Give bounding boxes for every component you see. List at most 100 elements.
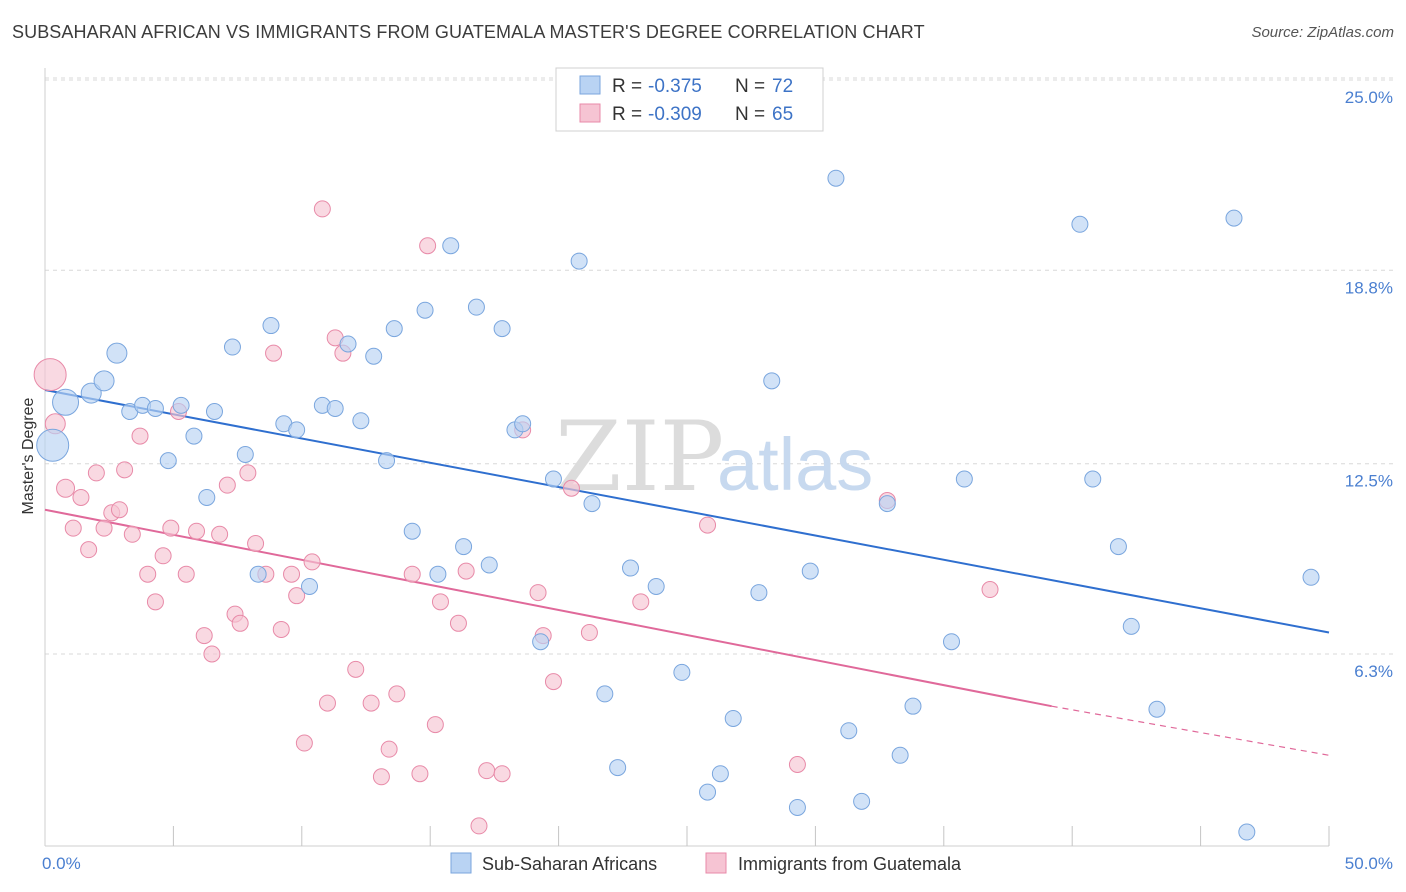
subsaharan-point-9 (172, 396, 190, 414)
subsaharan-point-52 (788, 798, 806, 816)
guatemala-point-47 (426, 716, 444, 734)
guatemala-point-46 (419, 237, 437, 255)
stats-swatch-blue (579, 75, 601, 95)
stats-r-label-1: R = (612, 76, 642, 97)
subsaharan-point-40 (570, 252, 588, 270)
subsaharan-point-53 (801, 562, 819, 580)
guatemala-point-19 (188, 522, 206, 540)
guatemala-point-51 (470, 817, 488, 835)
subsaharan-point-14 (236, 445, 254, 463)
subsaharan-point-12 (205, 403, 223, 421)
subsaharan-point-68 (1302, 568, 1320, 586)
guatemala-point-62 (788, 756, 806, 774)
guatemala-point-6 (87, 464, 105, 482)
subsaharan-point-67 (1225, 209, 1243, 227)
subsaharan-point-32 (467, 298, 485, 316)
guatemala-point-58 (562, 479, 580, 497)
guatemala-point-2 (56, 478, 76, 498)
guatemala-point-45 (411, 765, 429, 783)
subsaharan-point-60 (943, 633, 961, 651)
subsaharan-point-69 (1238, 823, 1256, 841)
legend-swatch-subsaharan[interactable] (450, 852, 472, 874)
subsaharan-point-8 (159, 452, 177, 470)
subsaharan-point-30 (442, 237, 460, 255)
y-tick-label-3: 25.0% (1345, 88, 1393, 107)
guatemala-point-20 (195, 627, 213, 645)
series-subsaharan-points (36, 108, 1320, 841)
subsaharan-point-0 (36, 428, 70, 462)
stats-n-value-2: 65 (772, 104, 793, 125)
legend-swatch-guatemala[interactable] (705, 852, 727, 874)
guatemala-point-52 (478, 762, 496, 780)
legend-label-subsaharan[interactable]: Sub-Saharan Africans (482, 854, 657, 874)
guatemala-point-29 (265, 344, 283, 362)
guatemala-point-36 (318, 694, 336, 712)
stats-r-label-2: R = (612, 104, 642, 125)
guatemala-point-21 (203, 645, 221, 663)
stats-box: R = -0.375 N = 72 R = -0.309 N = 65 (555, 67, 824, 132)
y-axis-label: Master's Degree (20, 397, 37, 514)
subsaharan-point-49 (724, 709, 742, 727)
subsaharan-point-22 (352, 412, 370, 430)
guatemala-point-16 (162, 519, 180, 537)
guatemala-point-61 (699, 516, 717, 534)
legend-label-guatemala[interactable]: Immigrants from Guatemala (738, 854, 962, 874)
guatemala-point-30 (272, 620, 290, 638)
guatemala-point-18 (177, 565, 195, 583)
subsaharan-point-50 (750, 584, 768, 602)
subsaharan-point-23 (339, 335, 357, 353)
stats-r-value-2: -0.309 (648, 104, 702, 125)
guatemala-point-41 (372, 768, 390, 786)
trend-lines (44, 389, 1330, 756)
guatemala-point-7 (95, 519, 113, 537)
subsaharan-point-57 (878, 495, 896, 513)
y-tick-label-1: 12.5% (1345, 472, 1393, 491)
subsaharan-point-16 (262, 317, 280, 335)
subsaharan-point-58 (891, 746, 909, 764)
guatemala-point-23 (218, 476, 236, 494)
subsaharan-point-21 (326, 399, 344, 417)
series-immigrants-guatemala-points (33, 200, 999, 835)
subsaharan-point-51 (763, 372, 781, 390)
trend-line-guatemala (44, 508, 1052, 708)
guatemala-point-33 (295, 734, 313, 752)
guatemala-point-31 (283, 565, 301, 583)
subsaharan-point-41 (583, 495, 601, 513)
subsaharan-point-47 (699, 783, 717, 801)
subsaharan-point-2 (80, 382, 102, 404)
subsaharan-point-13 (223, 338, 241, 356)
subsaharan-point-7 (146, 399, 164, 417)
subsaharan-point-10 (185, 427, 203, 445)
subsaharan-point-26 (385, 320, 403, 338)
stats-n-label-2: N = (735, 104, 765, 125)
subsaharan-point-1 (52, 388, 80, 416)
guatemala-point-26 (239, 464, 257, 482)
source-credit: Source: ZipAtlas.com (1251, 24, 1394, 41)
subsaharan-point-36 (514, 415, 532, 433)
guatemala-point-57 (544, 673, 562, 691)
stats-n-label-1: N = (735, 76, 765, 97)
subsaharan-point-56 (853, 792, 871, 810)
guatemala-point-9 (110, 501, 128, 519)
guatemala-point-39 (347, 660, 365, 678)
watermark: ZIP atlas (555, 401, 873, 513)
guatemala-point-5 (80, 541, 98, 559)
guatemala-point-10 (116, 461, 134, 479)
subsaharan-point-34 (493, 320, 511, 338)
guatemala-point-34 (303, 553, 321, 571)
watermark-zip: ZIP (555, 401, 724, 513)
subsaharan-point-46 (673, 663, 691, 681)
subsaharan-point-37 (532, 633, 550, 651)
subsaharan-point-65 (1122, 617, 1140, 635)
guatemala-point-22 (211, 525, 229, 543)
guatemala-point-53 (493, 765, 511, 783)
stats-swatch-pink (579, 103, 601, 123)
guatemala-point-49 (449, 614, 467, 632)
subsaharan-point-63 (1084, 470, 1102, 488)
subsaharan-point-59 (904, 697, 922, 715)
axes: 6.3% 12.5% 18.8% 25.0% 0.0% 50.0% (42, 68, 1393, 873)
guatemala-point-50 (457, 562, 475, 580)
subsaharan-point-62 (1071, 215, 1089, 233)
subsaharan-point-24 (365, 347, 383, 365)
